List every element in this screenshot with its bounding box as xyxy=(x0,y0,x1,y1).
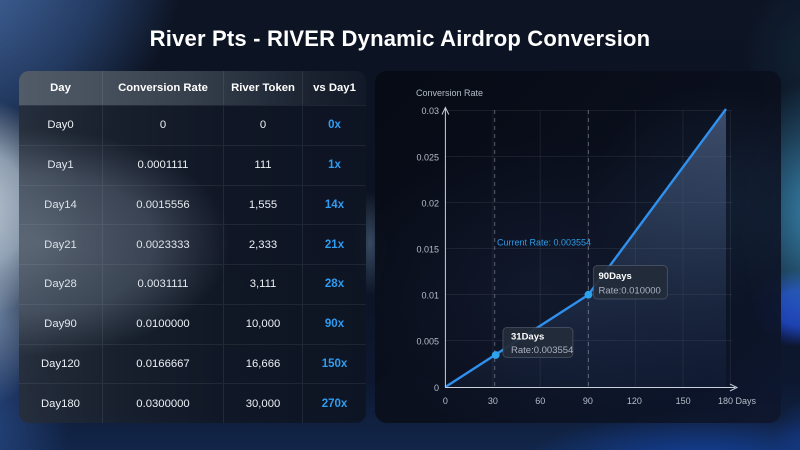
svg-text:Rate:0.003554: Rate:0.003554 xyxy=(511,345,573,356)
svg-text:0.005: 0.005 xyxy=(416,337,439,347)
svg-text:180 Days: 180 Days xyxy=(718,396,757,406)
svg-text:0.02: 0.02 xyxy=(421,199,439,209)
svg-text:0: 0 xyxy=(434,383,439,393)
svg-text:Rate:0.010000: Rate:0.010000 xyxy=(599,286,661,297)
svg-text:30: 30 xyxy=(488,396,498,406)
svg-text:90: 90 xyxy=(583,396,593,406)
svg-text:120: 120 xyxy=(627,396,642,406)
svg-text:150: 150 xyxy=(676,396,691,406)
svg-text:0: 0 xyxy=(443,396,448,406)
svg-text:Conversion Rate: Conversion Rate xyxy=(416,88,483,98)
svg-text:31Days: 31Days xyxy=(511,332,544,343)
svg-text:90Days: 90Days xyxy=(599,271,632,282)
svg-text:0.025: 0.025 xyxy=(416,153,439,163)
svg-text:60: 60 xyxy=(535,396,545,406)
svg-text:0.015: 0.015 xyxy=(416,245,439,255)
svg-text:Current Rate: 0.003554: Current Rate: 0.003554 xyxy=(497,238,591,248)
svg-text:0.03: 0.03 xyxy=(421,106,439,116)
svg-text:0.01: 0.01 xyxy=(421,291,439,301)
